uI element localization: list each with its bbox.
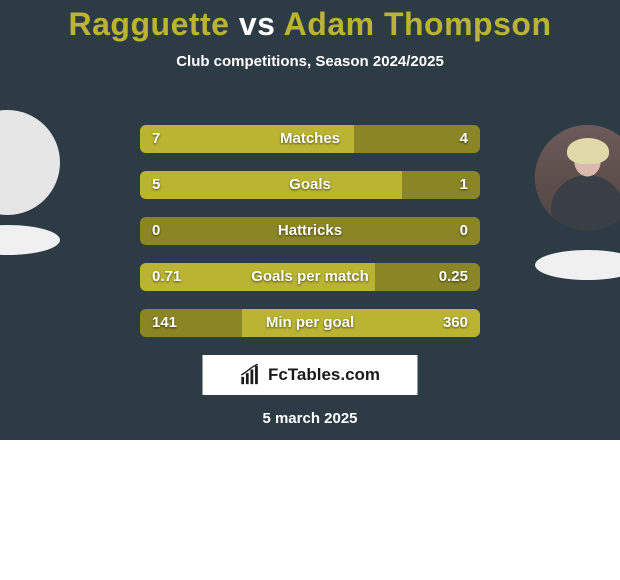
player2-avatar	[535, 125, 620, 230]
stat-value-left: 141	[152, 309, 177, 337]
subtitle: Club competitions, Season 2024/2025	[0, 53, 620, 70]
stat-row: Min per goal141 360	[140, 309, 480, 337]
stat-label: Matches	[140, 125, 480, 153]
stats-bars: Matches7 4 Goals5 1 Hattricks0 0 Goals per mat…	[140, 125, 480, 355]
stat-label: Goals	[140, 171, 480, 199]
stat-value-left: 5	[152, 171, 160, 199]
stat-value-right: 360	[443, 309, 468, 337]
chart-icon	[240, 364, 262, 386]
stat-label: Min per goal	[140, 309, 480, 337]
stat-value-left: 7	[152, 125, 160, 153]
player2-name: Adam Thompson	[284, 6, 552, 42]
brand-text: FcTables.com	[268, 365, 380, 385]
stat-row: Hattricks0 0	[140, 217, 480, 245]
player1-placeholder	[0, 225, 60, 255]
page-title: Ragguette vs Adam Thompson	[0, 0, 620, 43]
player2-placeholder	[535, 250, 620, 280]
stat-value-right: 0	[460, 217, 468, 245]
stat-label: Goals per match	[140, 263, 480, 291]
vs-text: vs	[239, 6, 276, 42]
stat-row: Goals5 1	[140, 171, 480, 199]
player1-avatar	[0, 110, 60, 215]
stat-value-right: 1	[460, 171, 468, 199]
date-text: 5 march 2025	[0, 410, 620, 427]
comparison-card: Ragguette vs Adam Thompson Club competit…	[0, 0, 620, 440]
stat-row: Goals per match0.71 0.25	[140, 263, 480, 291]
player1-name: Ragguette	[69, 6, 230, 42]
stat-value-right: 4	[460, 125, 468, 153]
stat-row: Matches7 4	[140, 125, 480, 153]
stat-value-left: 0	[152, 217, 160, 245]
stat-value-right: 0.25	[439, 263, 468, 291]
brand-badge: FcTables.com	[203, 355, 418, 395]
stat-label: Hattricks	[140, 217, 480, 245]
stat-value-left: 0.71	[152, 263, 181, 291]
